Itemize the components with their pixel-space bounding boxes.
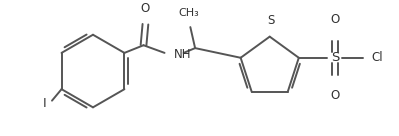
Text: I: I [43,97,46,110]
Text: NH: NH [174,48,192,61]
Text: Cl: Cl [371,51,383,64]
Text: O: O [330,89,340,102]
Text: S: S [331,51,339,64]
Text: O: O [141,2,150,15]
Text: O: O [330,13,340,26]
Text: S: S [267,14,275,27]
Text: CH₃: CH₃ [178,7,199,18]
